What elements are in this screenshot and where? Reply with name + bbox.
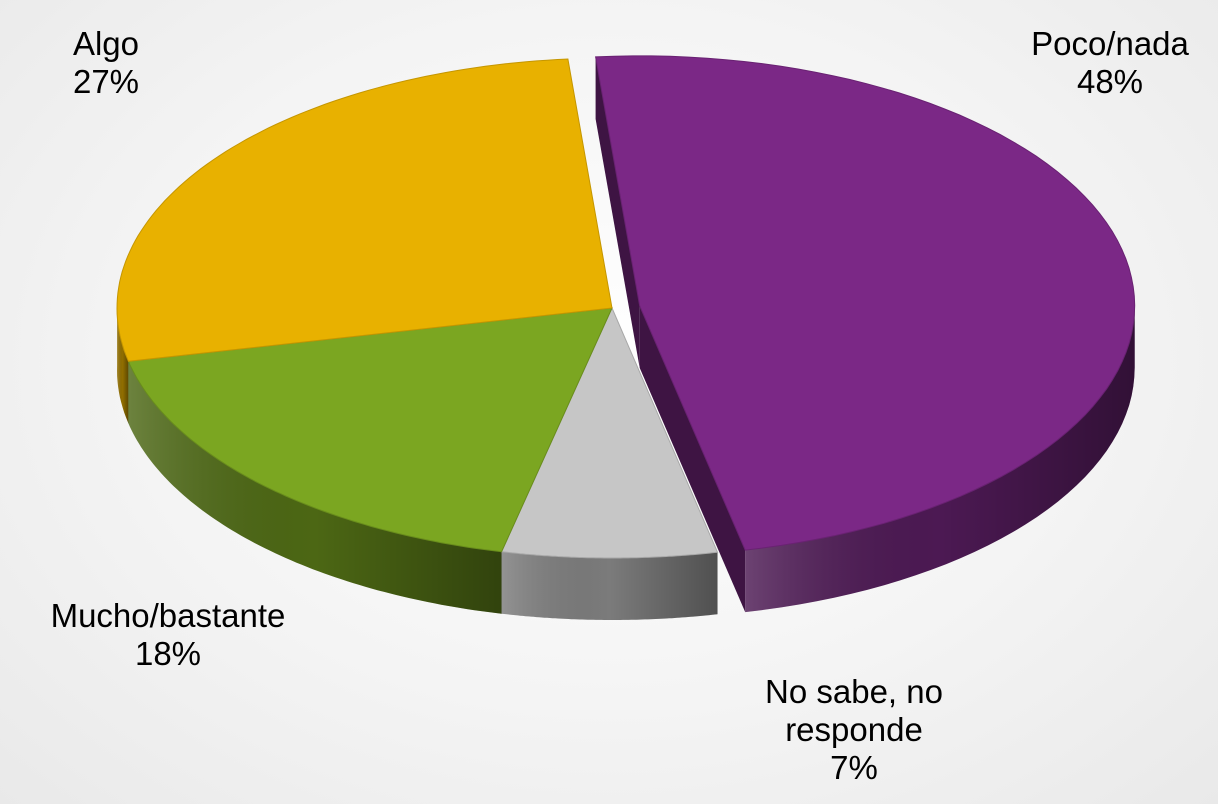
label-mucho-bastante: Mucho/bastante 18%	[51, 597, 286, 672]
label-name-line: Poco/nada	[1031, 25, 1189, 62]
label-value-no-sabe-no-responde: 7%	[830, 749, 878, 786]
slice-no-sabe-no-responde	[500, 306, 719, 559]
label-value-poco-nada: 48%	[1077, 63, 1143, 100]
label-name-line: Mucho/bastante	[51, 597, 286, 634]
label-name-line: No sabe, no	[765, 673, 943, 710]
label-value-mucho-bastante: 18%	[135, 635, 201, 672]
slice-side-poco-nada	[595, 56, 1135, 613]
label-algo: Algo 27%	[73, 25, 139, 100]
label-no-sabe-no-responde: No sabe, no responde 7%	[765, 673, 943, 786]
label-name-line: Algo	[73, 25, 139, 62]
slice-labels: Poco/nada 48% No sabe, no responde 7% Mucho/b…	[51, 25, 1190, 786]
label-value-algo: 27%	[73, 63, 139, 100]
label-poco-nada: Poco/nada 48%	[1031, 25, 1189, 100]
slice-algo	[116, 58, 613, 362]
slice-tops	[116, 55, 1136, 559]
label-name-line: responde	[785, 711, 923, 748]
slice-mucho-bastante	[127, 307, 613, 553]
slice-poco-nada	[595, 55, 1136, 551]
